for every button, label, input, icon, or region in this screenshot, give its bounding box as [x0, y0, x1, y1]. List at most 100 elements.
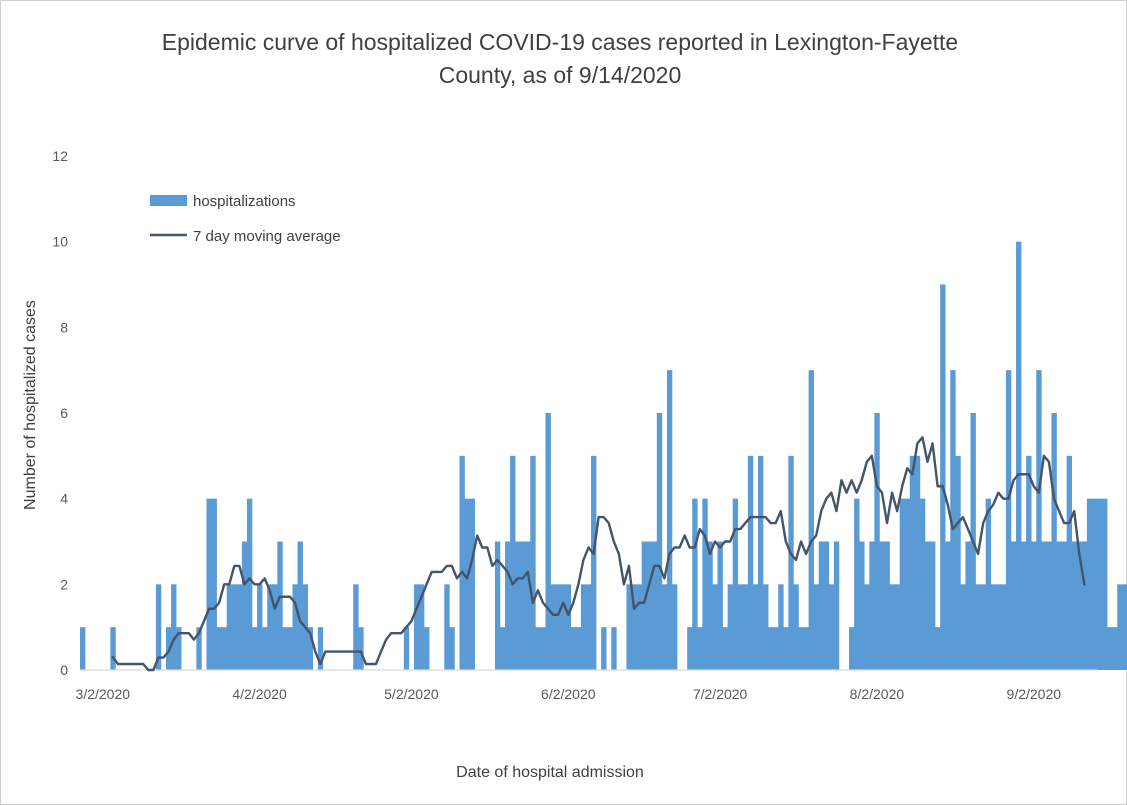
bar — [823, 541, 830, 670]
bar — [859, 541, 865, 670]
bar — [884, 541, 890, 670]
legend-label-moving-average: 7 day moving average — [193, 228, 341, 245]
bar — [570, 627, 577, 670]
bar — [1036, 370, 1042, 670]
bar — [626, 584, 632, 670]
bar — [317, 627, 324, 670]
bar — [211, 498, 217, 670]
bar — [661, 584, 668, 670]
bar — [110, 627, 116, 670]
bar — [651, 541, 658, 670]
bar — [510, 455, 516, 670]
bar — [747, 455, 754, 670]
bar — [717, 541, 723, 670]
bar — [449, 627, 455, 670]
bar — [793, 584, 799, 670]
bar — [955, 455, 961, 670]
legend-swatch-hospitalizations — [150, 195, 187, 206]
chart-title-line-1: Epidemic curve of hospitalized COVID-19 … — [161, 29, 959, 55]
bar — [874, 413, 880, 670]
bar — [1005, 370, 1012, 670]
bar — [540, 627, 546, 670]
bar — [307, 627, 314, 670]
bar — [849, 627, 855, 670]
bar — [272, 584, 278, 670]
bar — [505, 541, 511, 670]
bar — [565, 584, 572, 670]
bar — [494, 541, 501, 670]
bar — [1102, 498, 1108, 670]
bar — [985, 498, 992, 670]
bar — [601, 627, 607, 670]
x-tick-label: 7/2/2020 — [693, 686, 748, 702]
bar — [909, 455, 916, 670]
bar — [1031, 541, 1037, 670]
bar — [833, 541, 840, 670]
bar — [656, 413, 663, 670]
bar — [226, 584, 233, 670]
bar — [1046, 541, 1052, 670]
y-tick-label: 6 — [60, 405, 68, 421]
bar — [697, 627, 703, 670]
y-tick-label: 12 — [52, 148, 68, 164]
bar — [1117, 584, 1123, 670]
bar — [277, 541, 283, 670]
bar — [1097, 498, 1103, 670]
bar — [257, 584, 263, 670]
bar — [206, 498, 212, 670]
bar — [1041, 541, 1047, 670]
bar — [788, 455, 794, 670]
bar — [530, 455, 536, 670]
bar — [702, 498, 708, 670]
bar — [995, 584, 1002, 670]
bar — [297, 541, 303, 670]
bar — [1021, 541, 1027, 670]
bar — [241, 541, 248, 670]
bar — [712, 584, 718, 670]
bar — [692, 498, 698, 670]
bar — [464, 498, 470, 670]
x-tick-label: 3/2/2020 — [76, 686, 131, 702]
bar — [499, 627, 506, 670]
bar — [773, 627, 779, 670]
bar — [990, 584, 997, 670]
bar — [155, 584, 162, 670]
bar — [869, 541, 875, 670]
y-tick-label: 8 — [60, 319, 68, 335]
bar — [535, 627, 541, 670]
bar — [1051, 413, 1057, 670]
y-tick-label: 2 — [60, 576, 68, 592]
chart-title: Epidemic curve of hospitalized COVID-19 … — [60, 26, 1060, 92]
bar — [545, 413, 551, 670]
bar — [591, 455, 597, 670]
bar — [1112, 627, 1118, 670]
bar — [469, 498, 475, 670]
bar — [980, 584, 986, 670]
bar — [419, 584, 425, 670]
bar — [287, 627, 293, 670]
bar — [914, 455, 921, 670]
bar — [424, 627, 430, 670]
bar — [267, 584, 273, 670]
bar — [221, 627, 228, 670]
bar — [550, 584, 556, 670]
x-axis-ticks: 3/2/2020 4/2/2020 5/2/2020 6/2/2020 7/2/2020… — [76, 686, 1062, 702]
bar — [1066, 455, 1072, 670]
bar — [246, 498, 253, 670]
bar — [945, 541, 951, 670]
bar — [1026, 455, 1032, 670]
chart-title-line-2: County, as of 9/14/2020 — [438, 62, 682, 88]
y-tick-label: 4 — [60, 491, 68, 507]
bar — [560, 584, 567, 670]
bar — [231, 584, 238, 670]
bar — [919, 498, 926, 670]
bar — [1081, 541, 1088, 670]
legend: hospitalizations 7 day moving average — [150, 193, 341, 245]
bar — [525, 541, 531, 670]
bar — [262, 627, 268, 670]
bar — [1016, 241, 1022, 671]
y-tick-label: 10 — [52, 234, 68, 250]
bar — [763, 584, 769, 670]
bar — [778, 584, 784, 670]
bar — [904, 498, 911, 670]
